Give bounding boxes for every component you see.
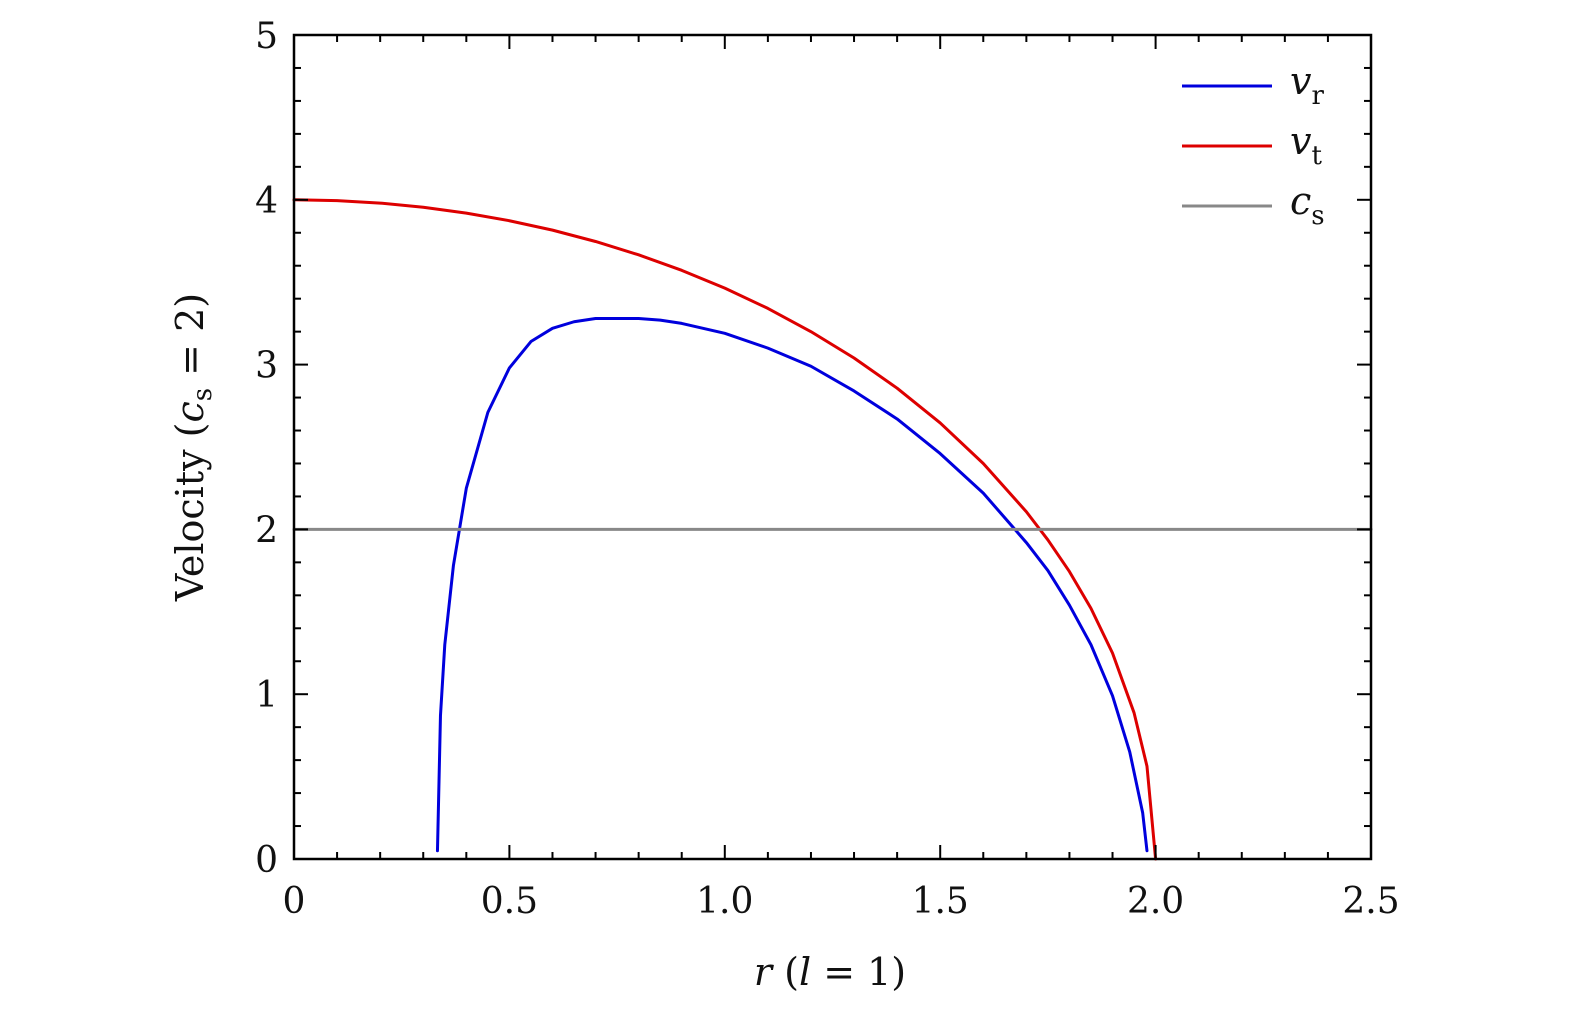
x-tick-label: 2.0: [1127, 881, 1184, 922]
legend: vr vt cs: [1182, 59, 1325, 231]
legend-label: vt: [1290, 119, 1322, 171]
legend-label: vr: [1290, 59, 1324, 111]
series-layer: [292, 198, 1373, 861]
legend-entry: vt: [1182, 119, 1322, 171]
plot-frame: [292, 33, 1373, 861]
x-tick-label: 1.5: [912, 881, 969, 922]
legend-entry: vr: [1182, 59, 1324, 111]
legend-entry: cs: [1182, 179, 1325, 231]
labels-layer: r (l = 1) Velocity (cs = 2): [168, 293, 906, 994]
x-tick-label: 2.5: [1342, 881, 1399, 922]
x-tick-label: 0.5: [481, 881, 538, 922]
y-tick-label: 1: [255, 675, 278, 716]
y-axis-label: Velocity (cs = 2): [168, 293, 218, 602]
y-tick-label: 0: [255, 840, 278, 881]
x-tick-label: 0: [283, 881, 306, 922]
ticks-layer: 0 0.5 1.0 1.5 2.0 2.5 0 1 2 3 4 5: [255, 16, 1400, 922]
y-tick-label: 3: [255, 346, 278, 387]
y-tick-label: 2: [255, 510, 278, 551]
series-line-vr: [435, 316, 1149, 853]
x-axis-label: r (l = 1): [754, 950, 906, 994]
x-tick-label: 1.0: [696, 881, 753, 922]
y-tick-label: 4: [255, 181, 278, 222]
series-line-vt: [292, 198, 1158, 861]
legend-label: cs: [1290, 179, 1325, 231]
y-tick-label: 5: [255, 16, 278, 57]
